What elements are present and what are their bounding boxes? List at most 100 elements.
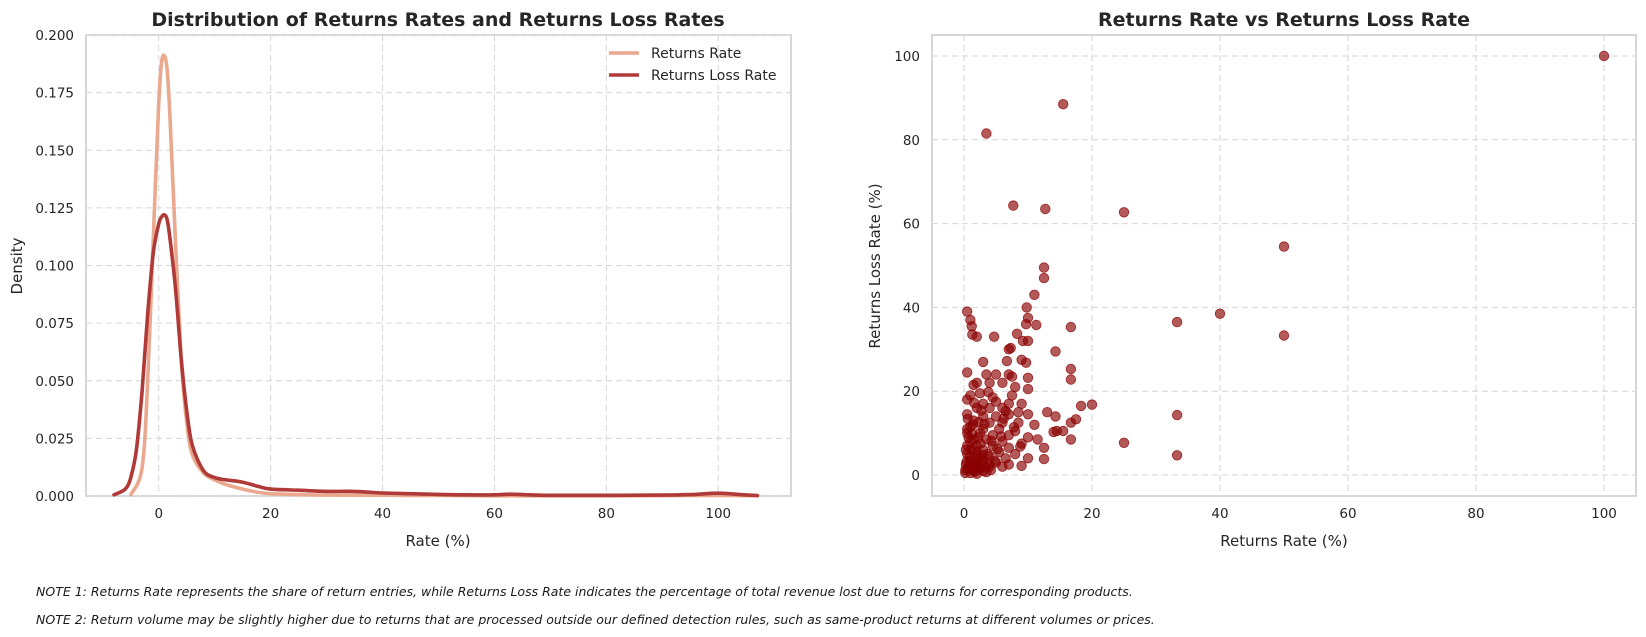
- scatter-point: [990, 369, 1002, 380]
- scatter-point: [1050, 411, 1061, 422]
- scatter-x-tick-label: 60: [1339, 506, 1356, 522]
- scatter-point: [1050, 346, 1061, 357]
- kde-series-lines: [112, 53, 760, 498]
- scatter-point: [1278, 241, 1290, 252]
- scatter-point: [1118, 437, 1130, 449]
- kde-x-ticks: 0 20 40 60 80 100: [154, 506, 731, 522]
- kde-series-line-1: [112, 212, 760, 498]
- scatter-point: [988, 331, 1000, 342]
- scatter-point: [983, 386, 994, 398]
- scatter-point: [1032, 434, 1043, 445]
- kde-y-tick-label: 0.075: [35, 316, 74, 332]
- scatter-point: [972, 461, 983, 473]
- kde-y-tick-label: 0.200: [35, 28, 74, 44]
- scatter-x-tick-label: 40: [1211, 506, 1228, 522]
- scatter-y-tick-label: 100: [894, 49, 920, 65]
- kde-y-axis-label: Density: [8, 237, 26, 294]
- scatter-point: [984, 377, 995, 389]
- scatter-point: [981, 128, 992, 139]
- scatter-point: [1038, 262, 1050, 273]
- scatter-point: [1029, 289, 1040, 301]
- kde-y-tick-label: 0.025: [35, 431, 74, 447]
- scatter-point: [1015, 441, 1026, 452]
- scatter-point: [1008, 422, 1020, 433]
- scatter-point: [1118, 207, 1130, 218]
- scatter-point: [1075, 400, 1087, 412]
- scatter-plot-area: [931, 34, 1637, 497]
- scatter-point: [1013, 407, 1024, 418]
- kde-y-tick-label: 0.175: [35, 86, 74, 102]
- scatter-point: [1057, 425, 1069, 437]
- scatter-chart: 0 20 40 60 80 100 0 20 40 60 80 100 Returns Rate v…: [866, 9, 1637, 550]
- scatter-point: [1214, 308, 1226, 319]
- scatter-point: [1065, 434, 1077, 445]
- kde-x-tick-label: 80: [598, 506, 615, 522]
- scatter-point: [979, 418, 990, 430]
- scatter-point: [1001, 355, 1013, 367]
- scatter-point: [989, 455, 1000, 467]
- scatter-point: [976, 405, 987, 416]
- scatter-point: [1022, 335, 1034, 347]
- scatter-point: [1005, 342, 1016, 354]
- note-2: NOTE 2: Return volume may be slightly hi…: [36, 612, 1155, 627]
- scatter-point: [971, 377, 983, 389]
- scatter-grid: [932, 35, 1636, 496]
- note-1: NOTE 1: Returns Rate represents the shar…: [36, 584, 1133, 599]
- scatter-point: [1022, 432, 1034, 443]
- scatter-x-tick-label: 100: [1591, 506, 1617, 522]
- scatter-point: [1057, 98, 1069, 110]
- kde-y-tick-label: 0.150: [35, 143, 74, 159]
- kde-chart: 0 20 40 60 80 100 0.0000.0250.0500.0750.1000.…: [8, 9, 792, 550]
- scatter-point: [1010, 448, 1021, 460]
- scatter-y-axis-label: Returns Loss Rate (%): [866, 183, 884, 348]
- scatter-point: [1038, 453, 1050, 465]
- scatter-point: [1020, 319, 1032, 330]
- scatter-point: [962, 413, 974, 425]
- scatter-point: [1008, 200, 1019, 211]
- kde-y-ticks: 0.000 0.025 0.050 0.075 0.100 0.125 0.150 0.175…: [35, 28, 74, 505]
- scatter-points: [960, 50, 1610, 480]
- kde-x-tick-label: 100: [705, 506, 731, 522]
- scatter-point: [967, 329, 978, 340]
- scatter-y-tick-label: 80: [903, 133, 920, 149]
- scatter-point: [1031, 319, 1042, 331]
- scatter-y-tick-label: 0: [911, 468, 920, 484]
- scatter-point: [1022, 383, 1034, 395]
- scatter-point: [986, 435, 997, 447]
- scatter-y-tick-label: 40: [903, 300, 920, 316]
- kde-y-tick-label: 0.050: [35, 374, 74, 390]
- scatter-point: [1278, 330, 1290, 341]
- kde-x-tick-label: 20: [262, 506, 279, 522]
- scatter-point: [1016, 460, 1027, 472]
- scatter-point: [1022, 409, 1034, 420]
- scatter-point: [978, 356, 989, 368]
- scatter-point: [1065, 363, 1077, 375]
- scatter-point: [969, 397, 980, 409]
- scatter-point: [997, 461, 1008, 472]
- kde-y-tick-label: 0.125: [35, 201, 74, 217]
- scatter-point: [962, 367, 973, 378]
- kde-x-axis-label: Rate (%): [405, 532, 470, 550]
- scatter-y-ticks: 0 20 40 60 80 100: [894, 49, 920, 484]
- scatter-x-tick-label: 80: [1467, 506, 1484, 522]
- kde-y-tick-label: 0.000: [35, 489, 74, 505]
- scatter-point: [1171, 316, 1183, 328]
- scatter-point: [1006, 371, 1018, 382]
- scatter-point: [967, 428, 978, 440]
- kde-y-tick-label: 0.100: [35, 259, 74, 275]
- kde-title: Distribution of Returns Rates and Return…: [151, 9, 724, 31]
- scatter-point: [1038, 272, 1050, 284]
- scatter-point: [975, 438, 986, 449]
- scatter-point: [1171, 409, 1183, 421]
- scatter-y-tick-label: 60: [903, 217, 920, 233]
- scatter-point: [1041, 407, 1053, 418]
- kde-legend-label: Returns Loss Rate: [651, 68, 776, 84]
- scatter-point: [1065, 417, 1077, 428]
- scatter-x-ticks: 0 20 40 60 80 100: [960, 506, 1617, 522]
- scatter-point: [1598, 50, 1610, 62]
- scatter-title: Returns Rate vs Returns Loss Rate: [1098, 9, 1470, 31]
- kde-x-tick-label: 40: [374, 506, 391, 522]
- kde-legend: Returns Rate Returns Loss Rate: [609, 46, 776, 84]
- scatter-point: [1171, 450, 1183, 461]
- scatter-point: [1065, 321, 1077, 333]
